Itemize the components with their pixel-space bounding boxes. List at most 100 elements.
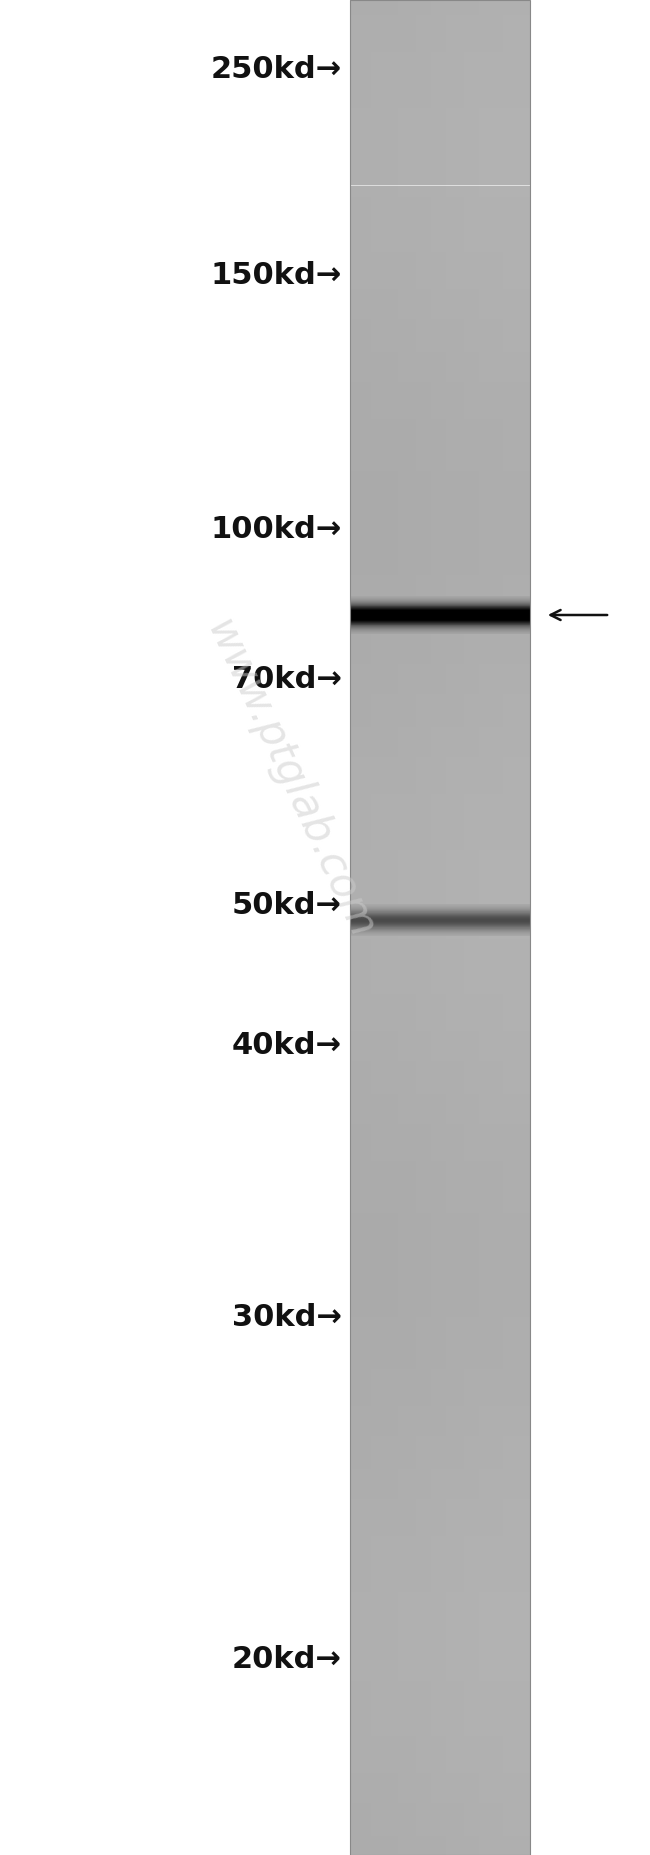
Bar: [350, 1788, 530, 1792]
Bar: [407, 0, 410, 1855]
Bar: [350, 356, 530, 360]
Bar: [467, 0, 470, 1855]
Bar: [350, 753, 530, 757]
Bar: [350, 1592, 530, 1595]
Bar: [350, 312, 530, 315]
Bar: [350, 1180, 530, 1183]
Bar: [350, 1773, 530, 1777]
Bar: [392, 0, 395, 1855]
Bar: [350, 586, 530, 590]
Bar: [350, 965, 530, 968]
Bar: [350, 887, 530, 890]
Bar: [350, 56, 530, 59]
Bar: [350, 475, 530, 479]
Bar: [350, 1443, 530, 1447]
Bar: [350, 67, 530, 70]
Bar: [350, 1759, 530, 1762]
Bar: [350, 972, 530, 976]
Bar: [350, 1766, 530, 1770]
Bar: [350, 957, 530, 961]
Bar: [350, 282, 530, 286]
Bar: [350, 119, 530, 122]
Bar: [350, 1031, 530, 1035]
Text: 100kd→: 100kd→: [211, 516, 342, 545]
Bar: [350, 1013, 530, 1017]
Bar: [350, 1621, 530, 1625]
Bar: [350, 1651, 530, 1655]
Bar: [350, 757, 530, 761]
Bar: [350, 1187, 530, 1191]
Bar: [350, 479, 530, 482]
Bar: [350, 1640, 530, 1644]
Bar: [350, 1384, 530, 1388]
Bar: [350, 1595, 530, 1599]
Bar: [350, 382, 530, 386]
Bar: [350, 393, 530, 397]
Bar: [350, 1725, 530, 1729]
Bar: [350, 1733, 530, 1736]
Bar: [350, 1710, 530, 1714]
Bar: [350, 916, 530, 920]
Bar: [350, 1632, 530, 1636]
Bar: [350, 471, 530, 475]
Bar: [350, 360, 530, 364]
Bar: [350, 1050, 530, 1054]
Bar: [350, 850, 530, 853]
Bar: [365, 0, 368, 1855]
Bar: [350, 720, 530, 723]
Bar: [350, 1473, 530, 1477]
Bar: [350, 642, 530, 646]
Bar: [350, 1310, 530, 1313]
Bar: [350, 571, 530, 575]
Bar: [491, 0, 494, 1855]
Bar: [350, 679, 530, 683]
Bar: [350, 1158, 530, 1161]
Bar: [350, 1751, 530, 1755]
Bar: [350, 1369, 530, 1373]
Bar: [350, 582, 530, 586]
Bar: [350, 1606, 530, 1610]
Bar: [350, 1807, 530, 1810]
Bar: [350, 404, 530, 408]
Bar: [350, 1261, 530, 1265]
Bar: [350, 890, 530, 894]
Bar: [350, 286, 530, 289]
Bar: [350, 215, 530, 219]
Bar: [383, 0, 386, 1855]
Bar: [350, 790, 530, 794]
Bar: [350, 768, 530, 772]
Bar: [458, 0, 461, 1855]
Bar: [350, 1469, 530, 1473]
Bar: [350, 905, 530, 909]
Bar: [350, 33, 530, 37]
Bar: [350, 148, 530, 152]
Bar: [350, 538, 530, 542]
Bar: [350, 660, 530, 664]
Bar: [350, 141, 530, 145]
Bar: [350, 438, 530, 441]
Bar: [350, 1054, 530, 1057]
Bar: [350, 1402, 530, 1406]
Bar: [350, 1703, 530, 1707]
Text: 150kd→: 150kd→: [211, 260, 342, 289]
Bar: [350, 1785, 530, 1788]
Bar: [350, 1428, 530, 1432]
Bar: [350, 1833, 530, 1836]
Bar: [350, 1547, 530, 1551]
Bar: [350, 664, 530, 668]
Bar: [350, 1666, 530, 1670]
Bar: [350, 1410, 530, 1414]
Bar: [350, 252, 530, 256]
Bar: [350, 1321, 530, 1324]
Bar: [350, 1714, 530, 1718]
Bar: [350, 460, 530, 464]
Bar: [350, 1243, 530, 1247]
Bar: [350, 1684, 530, 1688]
Bar: [350, 237, 530, 241]
Bar: [350, 0, 530, 4]
Bar: [350, 894, 530, 898]
Bar: [350, 668, 530, 672]
Bar: [350, 111, 530, 115]
Bar: [350, 1291, 530, 1295]
Bar: [350, 1681, 530, 1684]
